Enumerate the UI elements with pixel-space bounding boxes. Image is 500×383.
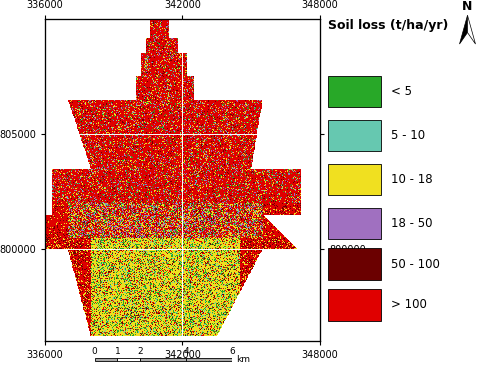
Text: N: N — [462, 0, 472, 13]
Text: 18 - 50: 18 - 50 — [391, 217, 432, 230]
Text: < 5: < 5 — [391, 85, 412, 98]
Text: 2: 2 — [138, 347, 143, 356]
FancyBboxPatch shape — [328, 208, 381, 239]
Text: 1: 1 — [114, 347, 120, 356]
FancyBboxPatch shape — [328, 289, 381, 321]
FancyBboxPatch shape — [328, 119, 381, 151]
Text: 0: 0 — [92, 347, 98, 356]
Text: 6: 6 — [229, 347, 235, 356]
FancyBboxPatch shape — [328, 76, 381, 107]
FancyBboxPatch shape — [328, 249, 381, 280]
Bar — [94, 358, 118, 361]
Text: 4: 4 — [184, 347, 189, 356]
Bar — [118, 358, 141, 361]
Text: 50 - 100: 50 - 100 — [391, 258, 440, 271]
Bar — [140, 358, 186, 361]
Text: km: km — [236, 355, 250, 364]
Text: > 100: > 100 — [391, 298, 427, 311]
Text: Soil loss (t/ha/yr): Soil loss (t/ha/yr) — [328, 19, 448, 32]
Text: 10 - 18: 10 - 18 — [391, 173, 432, 186]
FancyBboxPatch shape — [328, 164, 381, 195]
Bar — [186, 358, 232, 361]
Text: 5 - 10: 5 - 10 — [391, 129, 425, 142]
